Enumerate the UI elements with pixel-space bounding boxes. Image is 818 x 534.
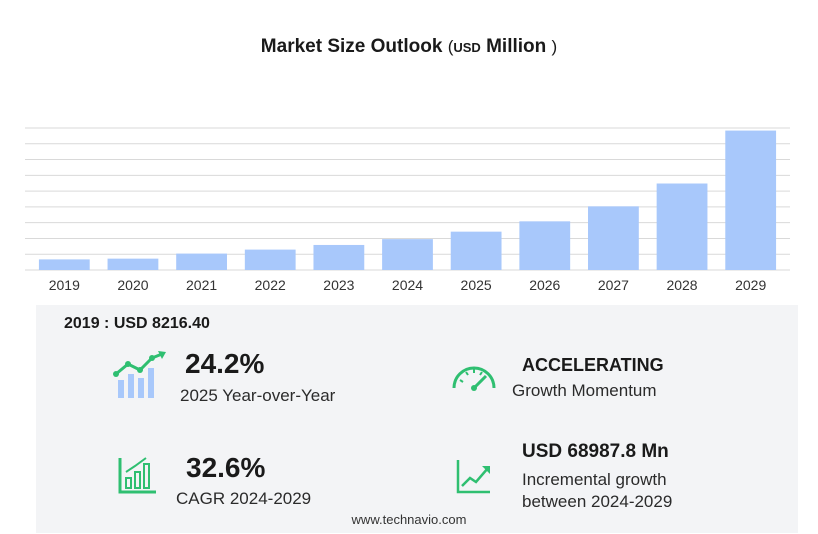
growth-chart-icon [118,457,156,494]
x-tick-label: 2027 [598,277,629,293]
title-currency: USD [453,40,481,55]
bar-2021 [176,253,227,270]
trend-line-icon [456,460,490,494]
yoy-value: 24.2% [185,348,265,379]
incremental-label-line1: Incremental growth [522,470,667,489]
baseline-value: 2019 : USD 8216.40 [64,315,210,332]
x-tick-label: 2026 [529,277,560,293]
yoy-label: 2025 Year-over-Year [180,386,336,405]
incremental-value: USD 68987.8 Mn [522,441,669,462]
x-tick-label: 2023 [323,277,354,293]
title-main: Market Size Outlook [260,36,443,57]
x-tick-label: 2021 [186,277,217,293]
source-footer: www.technavio.com [351,512,467,527]
bar-chart: 2019 2020 2021 2022 2023 2024 2025 2026 2027 2028… [25,127,790,293]
x-tick-label: 2019 [49,277,80,293]
chart-title: Market Size Outlook (USD Million ) [0,36,818,58]
cagr-value: 32.6% [186,452,266,483]
bar-2027 [588,206,639,270]
x-tick-label: 2022 [255,277,286,293]
bar-2020 [107,258,159,270]
bar-growth-icon [113,351,166,398]
x-tick-label: 2029 [735,277,766,293]
stats-panel [36,305,798,533]
momentum-value: ACCELERATING [522,355,664,375]
momentum-label: Growth Momentum [512,381,657,400]
title-close-paren: ) [551,37,558,56]
bar-2019 [38,259,90,270]
x-tick-label: 2024 [392,277,423,293]
x-tick-label: 2028 [666,277,697,293]
title-unit: Million [486,36,547,57]
bar-2023 [313,244,365,270]
bar-2024 [382,239,433,270]
title-open-paren: ( [447,37,454,56]
bar-2028 [656,183,708,270]
bar-2022 [244,249,296,270]
x-tick-label: 2020 [117,277,148,293]
speedometer-icon [452,366,496,391]
bar-2029 [725,130,777,270]
bar-2026 [519,221,571,270]
bar-2025 [450,231,502,270]
incremental-label-line2: between 2024-2029 [522,492,673,511]
x-tick-label: 2025 [461,277,492,293]
cagr-label: CAGR 2024-2029 [176,489,312,508]
